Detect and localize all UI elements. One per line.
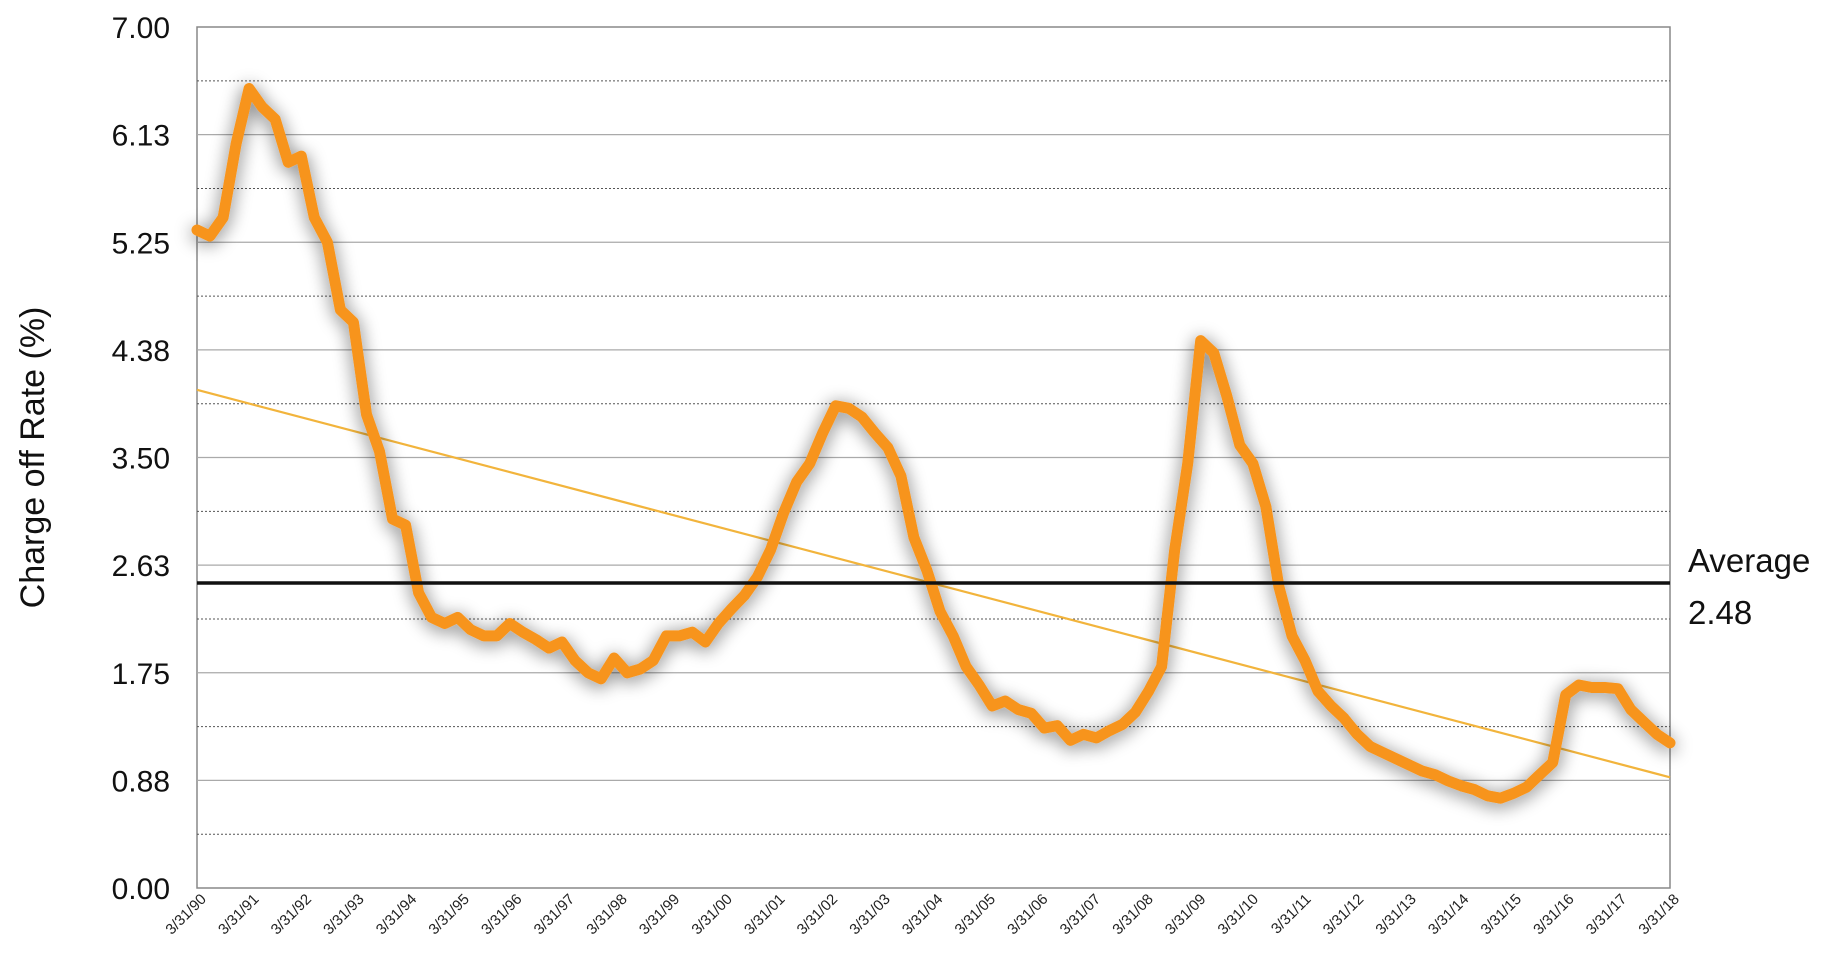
y-tick-label: 4.38 — [112, 335, 170, 368]
x-tick-label: 3/31/03 — [846, 891, 893, 938]
x-tick-label: 3/31/98 — [583, 891, 630, 938]
x-tick-label: 3/31/14 — [1425, 891, 1472, 938]
average-label: Average — [1688, 542, 1810, 579]
x-tick-label: 3/31/15 — [1478, 891, 1525, 938]
x-tick-label: 3/31/99 — [636, 891, 683, 938]
series-line — [191, 83, 1676, 804]
x-tick-label: 3/31/00 — [688, 891, 735, 938]
x-tick-label: 3/31/91 — [215, 891, 262, 938]
x-tick-label: 3/31/97 — [531, 891, 578, 938]
x-tick-label: 3/31/08 — [1109, 891, 1156, 938]
y-tick-label: 1.75 — [112, 658, 170, 691]
x-tick-label: 3/31/13 — [1372, 891, 1419, 938]
x-tick-label: 3/31/06 — [1004, 891, 1051, 938]
x-tick-label: 3/31/93 — [320, 891, 367, 938]
y-axis-ticks: 0.00 0.88 1.75 2.63 3.50 4.38 5.25 6.13 7.00 — [112, 12, 170, 906]
x-tick-label: 3/31/12 — [1320, 891, 1367, 938]
x-tick-label: 3/31/18 — [1635, 891, 1682, 938]
y-tick-label: 5.25 — [112, 227, 170, 260]
x-tick-label: 3/31/92 — [268, 891, 315, 938]
x-tick-label: 3/31/07 — [1057, 891, 1104, 938]
y-tick-label: 0.00 — [112, 873, 170, 906]
x-tick-label: 3/31/17 — [1583, 891, 1630, 938]
x-tick-label: 3/31/04 — [899, 891, 946, 938]
y-tick-label: 6.13 — [112, 120, 170, 153]
y-tick-label: 0.88 — [112, 765, 170, 798]
x-tick-label: 3/31/16 — [1530, 891, 1577, 938]
x-axis-ticks: 3/31/90 3/31/91 3/31/92 3/31/93 3/31/94 3/31/… — [162, 891, 1682, 938]
x-tick-label: 3/31/11 — [1268, 891, 1315, 938]
average-value-label: 2.48 — [1688, 594, 1752, 631]
x-tick-label: 3/31/95 — [425, 891, 472, 938]
y-axis-title: Charge off Rate (%) — [14, 307, 52, 609]
x-tick-label: 3/31/02 — [794, 891, 841, 938]
y-tick-label: 7.00 — [112, 12, 170, 45]
x-tick-label: 3/31/96 — [478, 891, 525, 938]
x-tick-label: 3/31/94 — [373, 891, 420, 938]
x-tick-label: 3/31/09 — [1162, 891, 1209, 938]
x-tick-label: 3/31/10 — [1215, 891, 1262, 938]
x-tick-label: 3/31/05 — [952, 891, 999, 938]
y-tick-label: 3.50 — [112, 443, 170, 476]
y-tick-label: 2.63 — [112, 550, 170, 583]
grid-lines — [197, 80, 1670, 835]
x-tick-label: 3/31/01 — [741, 891, 788, 938]
